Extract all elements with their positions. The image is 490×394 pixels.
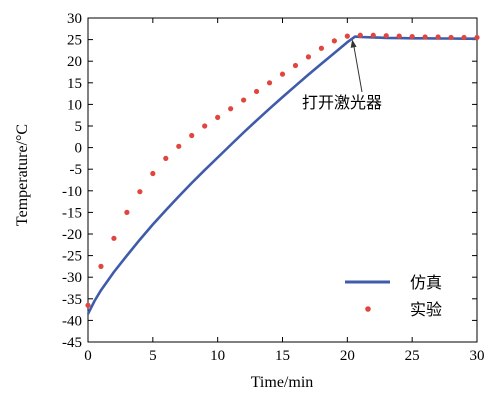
experiment-point (331, 38, 337, 44)
x-tick-label: 0 (84, 348, 92, 364)
y-tick-label: 15 (67, 76, 82, 92)
experiment-point (111, 235, 117, 241)
y-tick-label: -10 (62, 184, 82, 200)
experiment-point (461, 34, 467, 41)
x-tick-label: 30 (470, 348, 485, 364)
annotation-arrow-head (350, 39, 357, 48)
y-tick-label: -30 (62, 270, 82, 286)
y-tick-label: -25 (62, 249, 82, 265)
experiment-point (318, 45, 324, 51)
y-axis-ticks: -45 -40 -35 -30 -25 -20 -15 -10 -5 0 5 10 15 20 25 30 (62, 11, 477, 351)
y-tick-label: 25 (67, 33, 82, 49)
y-tick-label: -20 (62, 227, 82, 243)
legend-simulation-label: 仿真 (410, 273, 442, 292)
x-tick-label: 25 (405, 348, 420, 364)
y-axis-title: Temperature/°C (14, 124, 31, 226)
experiment-point (422, 34, 428, 40)
experiment-point (176, 143, 182, 149)
experiment-point (383, 33, 389, 39)
experiment-point (305, 54, 312, 60)
x-axis-ticks: 0 5 10 15 20 25 30 (84, 18, 485, 364)
plot-frame (87, 17, 478, 343)
y-tick-label: -5 (70, 162, 83, 178)
experiment-point (85, 302, 91, 308)
experiment-point (435, 34, 441, 40)
experiment-point (266, 80, 273, 86)
legend-experiment-swatch (365, 306, 371, 312)
legend: 仿真 实验 (345, 273, 442, 319)
y-tick-label: -40 (62, 313, 82, 329)
experiment-point (163, 155, 169, 161)
annotation: 打开激光器 (302, 39, 382, 112)
experiment-point (98, 263, 104, 269)
experiment-point (409, 33, 415, 40)
experiment-point (474, 34, 480, 41)
experiment-point (279, 71, 286, 77)
legend-experiment-label: 实验 (410, 300, 442, 319)
x-tick-label: 10 (210, 348, 225, 364)
y-tick-label: 0 (75, 141, 83, 157)
experiment-point (189, 132, 195, 139)
experiment-point (137, 189, 143, 195)
x-tick-label: 5 (149, 348, 157, 364)
experiment-point (202, 123, 208, 129)
experiment-point (448, 34, 454, 41)
y-tick-label: 30 (67, 11, 82, 27)
experiment-point (292, 62, 299, 69)
annotation-label: 打开激光器 (302, 93, 382, 112)
experiment-point (253, 88, 260, 95)
axes (87, 17, 478, 343)
y-tick-label: -45 (62, 335, 82, 351)
x-tick-label: 20 (340, 348, 355, 364)
data-series (85, 32, 480, 315)
experiment-point (215, 114, 221, 120)
x-tick-label: 15 (275, 348, 290, 364)
experiment-point (357, 32, 363, 38)
annotation-arrow (352, 42, 363, 93)
experiment-point (150, 170, 156, 177)
simulation-line (86, 35, 477, 315)
y-tick-label: 5 (75, 119, 83, 135)
experiment-point (344, 33, 350, 39)
x-axis-title: Time/min (251, 374, 314, 391)
experiment-point (370, 32, 376, 38)
experiment-point (124, 209, 130, 215)
y-tick-label: 20 (67, 54, 82, 70)
experiment-point (241, 97, 247, 103)
y-tick-label: -35 (62, 292, 82, 308)
y-tick-label: 10 (67, 97, 82, 113)
y-tick-label: -15 (62, 205, 82, 221)
experiment-point (396, 33, 402, 39)
experiment-point (228, 106, 234, 112)
